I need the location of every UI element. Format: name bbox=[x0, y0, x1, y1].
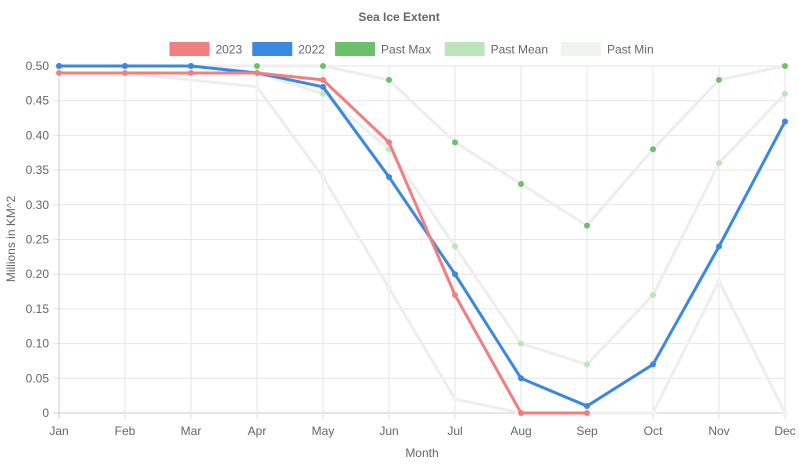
data-point[interactable] bbox=[188, 69, 194, 76]
legend-label: Past Mean bbox=[491, 43, 548, 57]
data-point[interactable] bbox=[782, 90, 788, 97]
data-point[interactable] bbox=[188, 63, 194, 69]
legend-item-2023[interactable]: 2023 bbox=[169, 42, 242, 57]
legend-swatch bbox=[335, 42, 376, 56]
y-tick-label: 0.40 bbox=[26, 128, 50, 142]
y-axis-ticks: 0 0.05 0.10 0.15 0.20 0.25 0.30 0.35 0.40 0.45 0.5… bbox=[26, 59, 50, 420]
data-point[interactable] bbox=[56, 63, 62, 69]
data-point[interactable] bbox=[650, 361, 656, 368]
legend-swatch bbox=[560, 42, 601, 56]
data-point[interactable] bbox=[386, 285, 392, 292]
data-point[interactable] bbox=[782, 118, 788, 125]
data-point[interactable] bbox=[716, 278, 722, 285]
data-point[interactable] bbox=[584, 361, 590, 368]
series-line-2022 bbox=[57, 64, 787, 408]
y-tick-label: 0.20 bbox=[26, 267, 50, 281]
data-point[interactable] bbox=[188, 76, 194, 83]
data-point[interactable] bbox=[782, 63, 788, 69]
legend-label: 2022 bbox=[298, 43, 325, 57]
y-tick-label: 0.45 bbox=[26, 94, 50, 108]
x-tick-label: May bbox=[312, 424, 335, 438]
x-tick-label: Mar bbox=[181, 424, 202, 438]
x-tick-label: Apr bbox=[248, 424, 267, 438]
data-point[interactable] bbox=[650, 410, 656, 416]
series-line-past-max bbox=[57, 64, 787, 228]
data-point[interactable] bbox=[584, 403, 590, 410]
data-point[interactable] bbox=[254, 63, 260, 69]
x-tick-label: Oct bbox=[644, 424, 663, 438]
data-point[interactable] bbox=[254, 83, 260, 90]
data-point[interactable] bbox=[650, 292, 656, 299]
data-point[interactable] bbox=[386, 174, 392, 181]
x-axis-title: Month bbox=[405, 446, 438, 460]
data-point[interactable] bbox=[782, 410, 788, 416]
y-tick-label: 0.30 bbox=[26, 198, 50, 212]
data-point[interactable] bbox=[452, 292, 458, 299]
data-point[interactable] bbox=[584, 222, 590, 229]
series-2023 bbox=[56, 69, 590, 416]
legend-item-past-mean[interactable]: Past Mean bbox=[444, 42, 548, 57]
data-point[interactable] bbox=[452, 243, 458, 250]
data-point[interactable] bbox=[452, 271, 458, 278]
legend-swatch bbox=[252, 42, 293, 56]
legend-swatch bbox=[444, 42, 485, 56]
legend-label: Past Min bbox=[607, 43, 654, 57]
x-tick-label: Aug bbox=[510, 424, 531, 438]
x-tick-label: Jul bbox=[447, 424, 462, 438]
legend-label: 2023 bbox=[215, 43, 242, 57]
data-point[interactable] bbox=[650, 146, 656, 153]
x-tick-label: Sep bbox=[576, 424, 598, 438]
series-layer bbox=[56, 63, 788, 416]
data-point[interactable] bbox=[386, 139, 392, 146]
x-tick-label: Feb bbox=[115, 424, 136, 438]
series-line-past-min bbox=[57, 71, 787, 415]
legend-swatch bbox=[169, 42, 210, 56]
data-point[interactable] bbox=[122, 63, 128, 69]
legend-item-past-min[interactable]: Past Min bbox=[560, 42, 654, 57]
data-point[interactable] bbox=[584, 410, 590, 416]
data-point[interactable] bbox=[716, 160, 722, 167]
x-axis-ticks: Jan Feb Mar Apr May Jun Jul Aug Sep Oct Nov Dec bbox=[49, 424, 795, 438]
y-tick-label: 0.50 bbox=[26, 59, 50, 73]
data-point[interactable] bbox=[716, 76, 722, 83]
y-axis-title: Millions in KM^2 bbox=[4, 196, 18, 283]
x-tick-label: Jun bbox=[379, 424, 398, 438]
x-tick-label: Jan bbox=[49, 424, 68, 438]
legend-label: Past Max bbox=[381, 43, 431, 57]
x-tick-label: Dec bbox=[774, 424, 795, 438]
data-point[interactable] bbox=[518, 375, 524, 382]
data-point[interactable] bbox=[452, 396, 458, 403]
chart-title: Sea Ice Extent bbox=[358, 10, 439, 24]
data-point[interactable] bbox=[518, 410, 524, 416]
y-tick-label: 0.10 bbox=[26, 337, 50, 351]
data-point[interactable] bbox=[518, 180, 524, 187]
data-point[interactable] bbox=[518, 340, 524, 347]
series-2022 bbox=[56, 63, 788, 410]
series-past-max bbox=[56, 63, 788, 229]
data-point[interactable] bbox=[254, 69, 260, 76]
y-tick-label: 0.35 bbox=[26, 163, 50, 177]
x-tick-label: Nov bbox=[708, 424, 729, 438]
y-tick-label: 0.05 bbox=[26, 371, 50, 385]
y-tick-label: 0.15 bbox=[26, 302, 50, 316]
data-point[interactable] bbox=[320, 174, 326, 181]
data-point[interactable] bbox=[716, 243, 722, 250]
data-point[interactable] bbox=[320, 90, 326, 97]
data-point[interactable] bbox=[320, 76, 326, 83]
legend-item-past-max[interactable]: Past Max bbox=[335, 42, 431, 57]
legend-item-2022[interactable]: 2022 bbox=[252, 42, 325, 57]
data-point[interactable] bbox=[56, 69, 62, 76]
data-point[interactable] bbox=[320, 63, 326, 69]
y-tick-label: 0.25 bbox=[26, 233, 50, 247]
data-point[interactable] bbox=[452, 139, 458, 146]
y-tick-label: 0 bbox=[42, 406, 49, 420]
data-point[interactable] bbox=[122, 69, 128, 76]
data-point[interactable] bbox=[386, 76, 392, 83]
data-point[interactable] bbox=[320, 83, 326, 90]
legend: 2023 2022 Past Max Past Mean Past Min bbox=[169, 42, 654, 57]
